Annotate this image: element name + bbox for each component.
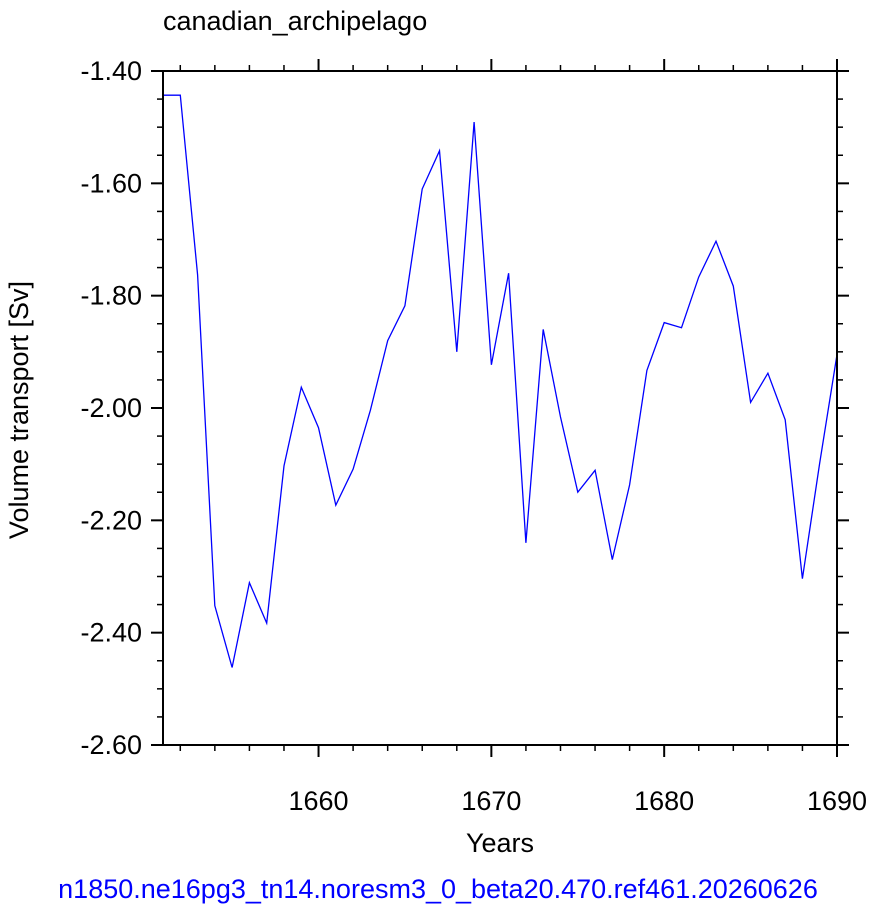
y-tick-label: -2.20	[80, 505, 142, 535]
axis-ticks	[151, 59, 849, 757]
y-tick-label: -2.00	[80, 393, 142, 423]
x-tick-labels: 1660 1670 1680 1690	[288, 786, 867, 816]
x-tick-label: 1660	[288, 786, 348, 816]
run-id-footer: n1850.ne16pg3_tn14.noresm3_0_beta20.470.…	[58, 874, 818, 904]
x-tick-label: 1690	[807, 786, 867, 816]
series-line	[163, 94, 838, 668]
chart-title: canadian_archipelago	[163, 6, 427, 36]
y-tick-label: -1.60	[80, 168, 142, 198]
x-tick-label: 1680	[634, 786, 694, 816]
x-tick-label: 1670	[461, 786, 521, 816]
y-tick-label: -2.60	[80, 730, 142, 760]
y-tick-label: -1.80	[80, 281, 142, 311]
y-axis-label: Volume transport [Sv]	[4, 281, 34, 539]
y-tick-label: -2.40	[80, 618, 142, 648]
y-tick-label: -1.40	[80, 56, 142, 86]
x-axis-label: Years	[466, 828, 534, 858]
plot-frame	[162, 70, 838, 746]
y-tick-labels: -2.60 -2.40 -2.20 -2.00 -1.80 -1.60 -1.40	[80, 56, 142, 760]
